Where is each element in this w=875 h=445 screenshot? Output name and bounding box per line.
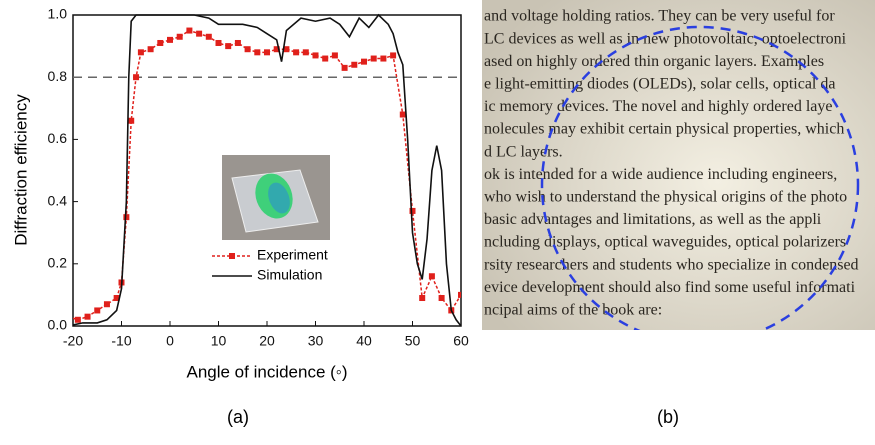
plot-area xyxy=(73,13,461,327)
data-point xyxy=(244,46,251,53)
data-point xyxy=(186,27,193,34)
photo-text-line: evice development should also find some … xyxy=(484,279,856,296)
data-point xyxy=(293,49,300,56)
photo-text-line: nolecules may exhibit certain physical p… xyxy=(484,121,844,138)
data-point xyxy=(215,39,222,46)
data-point xyxy=(103,301,110,308)
data-point xyxy=(128,117,135,124)
photo-text-line: ncluding displays, optical waveguides, o… xyxy=(484,234,846,251)
photo-text-line: ok is intended for a wide audience inclu… xyxy=(484,166,837,183)
panel-label: (a) xyxy=(227,407,249,427)
data-point xyxy=(74,316,81,323)
legend-label: Simulation xyxy=(257,267,322,283)
data-point xyxy=(351,61,358,68)
data-point xyxy=(225,43,232,50)
photo-text-line: basic advantages and limitations, as wel… xyxy=(484,211,822,228)
x-tick-label: 0 xyxy=(166,333,174,349)
data-point xyxy=(283,46,290,53)
data-point xyxy=(196,30,203,37)
highlight-circle xyxy=(540,25,860,330)
data-point xyxy=(147,46,154,53)
data-point xyxy=(254,49,261,56)
photo-text-line: rsity researchers and students who speci… xyxy=(484,256,859,273)
photo-text-line: ncipal aims of the book are: xyxy=(484,301,662,318)
y-tick-label: 0.2 xyxy=(48,255,68,271)
data-point xyxy=(94,307,101,314)
series-line xyxy=(73,13,461,327)
y-tick-label: 0.0 xyxy=(48,317,68,333)
data-point xyxy=(341,64,348,71)
x-tick-label: 20 xyxy=(259,333,275,349)
y-tick-label: 1.0 xyxy=(48,6,68,22)
data-point xyxy=(312,52,319,59)
data-point xyxy=(428,273,435,280)
data-point xyxy=(361,58,367,65)
data-point xyxy=(438,295,445,302)
x-tick-label: -10 xyxy=(111,333,131,349)
data-point xyxy=(176,33,183,40)
data-point xyxy=(137,49,144,56)
data-point xyxy=(167,36,173,43)
data-point xyxy=(390,52,397,59)
data-point xyxy=(458,291,461,298)
data-point xyxy=(205,33,212,40)
data-point xyxy=(419,295,426,302)
data-point xyxy=(370,55,377,62)
y-axis-title: Diffraction efficiency xyxy=(11,94,30,246)
data-point xyxy=(113,295,120,302)
photo-text-line: e light-emitting diodes (OLEDs), solar c… xyxy=(484,75,835,92)
data-point xyxy=(234,39,241,46)
data-point xyxy=(409,207,416,214)
photo-text-line: and voltage holding ratios. They can be … xyxy=(484,8,835,25)
x-axis-title: Angle of incidence (◦) xyxy=(186,362,347,381)
legend-label: Experiment xyxy=(257,247,328,263)
data-point xyxy=(123,214,130,221)
data-point xyxy=(380,55,387,62)
photo-text-line: LC devices as well as in new photovoltai… xyxy=(484,30,847,47)
data-point xyxy=(133,74,140,81)
x-tick-label: 40 xyxy=(356,333,372,349)
photo-text-line: who wish to understand the physical orig… xyxy=(484,188,847,205)
data-point xyxy=(273,46,280,53)
data-point xyxy=(84,313,91,320)
x-tick-label: 50 xyxy=(405,333,421,349)
legend-marker xyxy=(229,253,235,259)
data-point xyxy=(302,49,309,56)
x-tick-label: -20 xyxy=(63,333,83,349)
photo-text-line: ic memory devices. The novel and highly … xyxy=(484,98,832,115)
data-point xyxy=(264,49,270,56)
y-tick-label: 0.4 xyxy=(48,192,68,208)
data-point xyxy=(399,111,406,118)
data-point xyxy=(322,55,329,62)
y-tick-label: 0.6 xyxy=(48,130,68,146)
photo-text-line: d LC layers. xyxy=(484,143,563,160)
book-photo: and voltage holding ratios. They can be … xyxy=(482,0,875,330)
x-tick-label: 10 xyxy=(211,333,227,349)
inset-photo xyxy=(222,155,330,240)
panel-label: (b) xyxy=(657,407,679,427)
data-point xyxy=(157,39,164,46)
data-point xyxy=(331,52,338,59)
y-tick-label: 0.8 xyxy=(48,68,68,84)
photo-text-line: ased on highly ordered thin organic laye… xyxy=(484,53,824,70)
x-tick-label: 30 xyxy=(308,333,324,349)
x-tick-label: 60 xyxy=(453,333,469,349)
